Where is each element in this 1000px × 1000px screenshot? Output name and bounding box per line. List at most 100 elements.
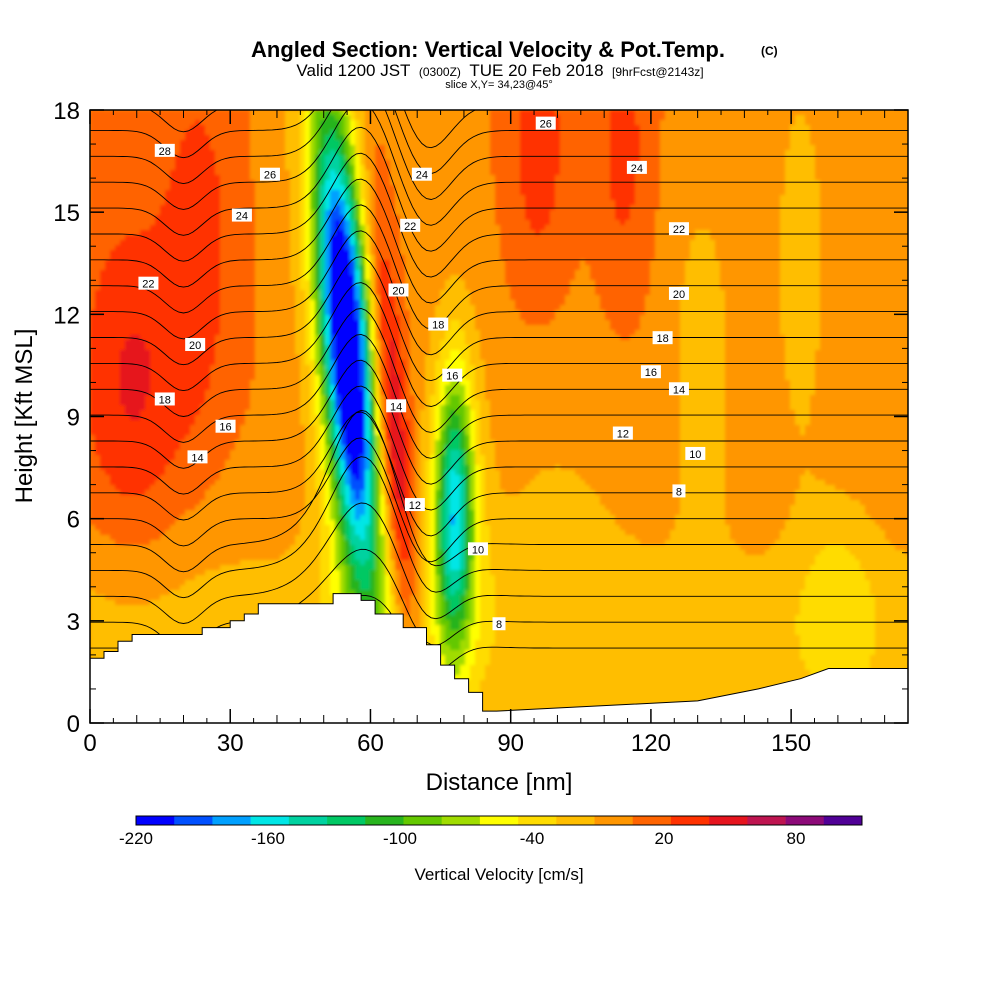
contour-label-bg <box>386 399 407 413</box>
plot-area: 28 26 24 22 20 18 16 14 24 22 20 18 16 14 12 10 8 26 24 22 2… <box>90 110 908 723</box>
contour-label-bg <box>640 365 661 379</box>
contour-label-bg <box>154 392 175 406</box>
contour-label: 10 <box>472 544 484 556</box>
contour-label: 14 <box>673 384 685 396</box>
slice-label: slice X,Y= 34,23@45° <box>445 79 553 91</box>
colorbar-swatch <box>632 816 672 825</box>
colorbar-swatch <box>174 816 213 825</box>
theta-contour-line <box>90 282 908 407</box>
contour-label-bg <box>668 286 689 300</box>
colorbar-swatch <box>747 816 786 825</box>
theta-contour-line <box>90 110 908 226</box>
x-tick-label: 150 <box>771 730 811 757</box>
colorbar-tick-label: -100 <box>383 829 417 848</box>
contour-label-bg <box>154 143 175 157</box>
x-axis-label: Distance [nm] <box>426 769 573 796</box>
contour-label: 24 <box>236 211 248 223</box>
subtitle-forecast: [9hrFcst@2143z] <box>612 65 704 79</box>
theta-contour-line <box>90 456 908 599</box>
x-tick-label: 30 <box>217 730 244 757</box>
colorbar-frame <box>135 815 863 826</box>
contour-label-bg <box>668 222 689 236</box>
contour-label-bg <box>492 617 506 631</box>
colorbar-swatch <box>365 816 404 825</box>
theta-contour-line <box>90 502 908 624</box>
contour-label: 18 <box>656 333 668 345</box>
contour-label-bg <box>467 542 488 556</box>
chart-subtitle: Valid 1200 JST (0300Z) TUE 20 Feb 2018 [… <box>296 61 703 80</box>
colorbar-swatch <box>288 816 328 825</box>
contour-label-bg <box>428 317 449 331</box>
contour-label: 12 <box>617 429 629 441</box>
contour-label: 10 <box>689 449 701 461</box>
theta-contour-line <box>90 409 908 573</box>
colorbar-swatch <box>441 816 481 825</box>
colorbar-tick-label: -40 <box>520 829 545 848</box>
contour-label: 28 <box>159 146 171 158</box>
contour-label-bg <box>626 160 647 174</box>
colorbar-swatch <box>403 816 442 825</box>
contour-label-bg <box>535 116 556 130</box>
contour-label-bg <box>138 276 159 290</box>
contour-label: 8 <box>496 619 502 631</box>
y-tick-label: 9 <box>67 405 80 432</box>
colorbar-swatch <box>327 816 366 825</box>
theta-contour-line <box>90 256 908 382</box>
contour-label: 20 <box>673 289 685 301</box>
contour-label: 12 <box>409 500 421 512</box>
theta-contour-line <box>90 308 908 433</box>
theta-contour-line <box>90 359 908 485</box>
theta-contour-line <box>90 385 908 511</box>
colorbar-swatch <box>518 816 557 825</box>
theta-contour-line <box>90 178 908 304</box>
x-axis: 0 30 60 90 120 150 <box>83 110 886 757</box>
theta-contour-line <box>90 437 908 563</box>
terrain-mask <box>90 593 908 723</box>
y-tick-label: 0 <box>67 711 80 738</box>
contour-label-bg <box>668 382 689 396</box>
contour-label: 22 <box>673 224 685 236</box>
colorbar-swatch <box>823 816 863 825</box>
theta-contour-line <box>90 126 908 252</box>
colorbar-swatch <box>479 816 519 825</box>
theta-contour-line <box>90 110 908 200</box>
contour-label: 20 <box>189 340 201 352</box>
contour-label: 16 <box>645 367 657 379</box>
colorbar-tick-label: 80 <box>787 829 806 848</box>
theta-contour-line <box>90 333 908 459</box>
subtitle-utc: (0300Z) <box>419 65 461 79</box>
theta-contour-line <box>90 411 908 537</box>
chart-title-tag: (C) <box>761 44 778 58</box>
contour-label: 8 <box>676 486 682 498</box>
colorbar-tick-label: -220 <box>119 829 153 848</box>
x-tick-label: 120 <box>631 730 671 757</box>
colorbar-swatch <box>212 816 251 825</box>
contour-label-bg <box>411 167 432 181</box>
x-tick-label: 90 <box>497 730 524 757</box>
y-tick-label: 12 <box>53 302 80 329</box>
contour-label-bg <box>672 484 686 498</box>
contour-label-bg <box>442 368 463 382</box>
theta-contour-line <box>90 204 908 330</box>
colorbar: -220 -160 -100 -40 20 80 <box>119 815 863 848</box>
subtitle-valid: Valid 1200 JST <box>296 61 410 80</box>
contour-label-bg <box>231 208 252 222</box>
colorbar-label: Vertical Velocity [cm/s] <box>414 865 583 884</box>
contour-label-bg <box>400 218 421 232</box>
colorbar-swatch <box>556 816 595 825</box>
theta-contour-line <box>90 152 908 278</box>
contour-label: 26 <box>264 170 276 182</box>
contour-label: 14 <box>191 452 203 464</box>
contour-label: 22 <box>142 279 154 291</box>
contour-label-bg <box>259 167 280 181</box>
colorbar-swatch <box>136 816 175 825</box>
contour-label: 24 <box>631 163 643 175</box>
contour-label: 22 <box>404 221 416 233</box>
colorbar-swatch <box>250 816 290 825</box>
contour-label-bg <box>685 446 706 460</box>
y-tick-label: 6 <box>67 507 80 534</box>
theta-contour-line <box>90 110 908 175</box>
contour-label-bg <box>215 419 236 433</box>
colorbar-tick-label: -160 <box>251 829 285 848</box>
